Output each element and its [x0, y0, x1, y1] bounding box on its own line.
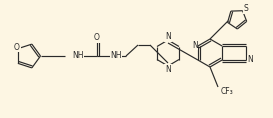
- Text: N: N: [165, 32, 171, 41]
- Text: O: O: [94, 34, 100, 42]
- Text: S: S: [243, 4, 248, 13]
- Text: NH: NH: [72, 51, 84, 61]
- Text: CF₃: CF₃: [221, 86, 233, 95]
- Text: N: N: [248, 55, 253, 65]
- Text: N: N: [165, 65, 171, 74]
- Text: N: N: [192, 40, 198, 49]
- Text: O: O: [14, 43, 20, 52]
- Text: NH: NH: [110, 51, 122, 61]
